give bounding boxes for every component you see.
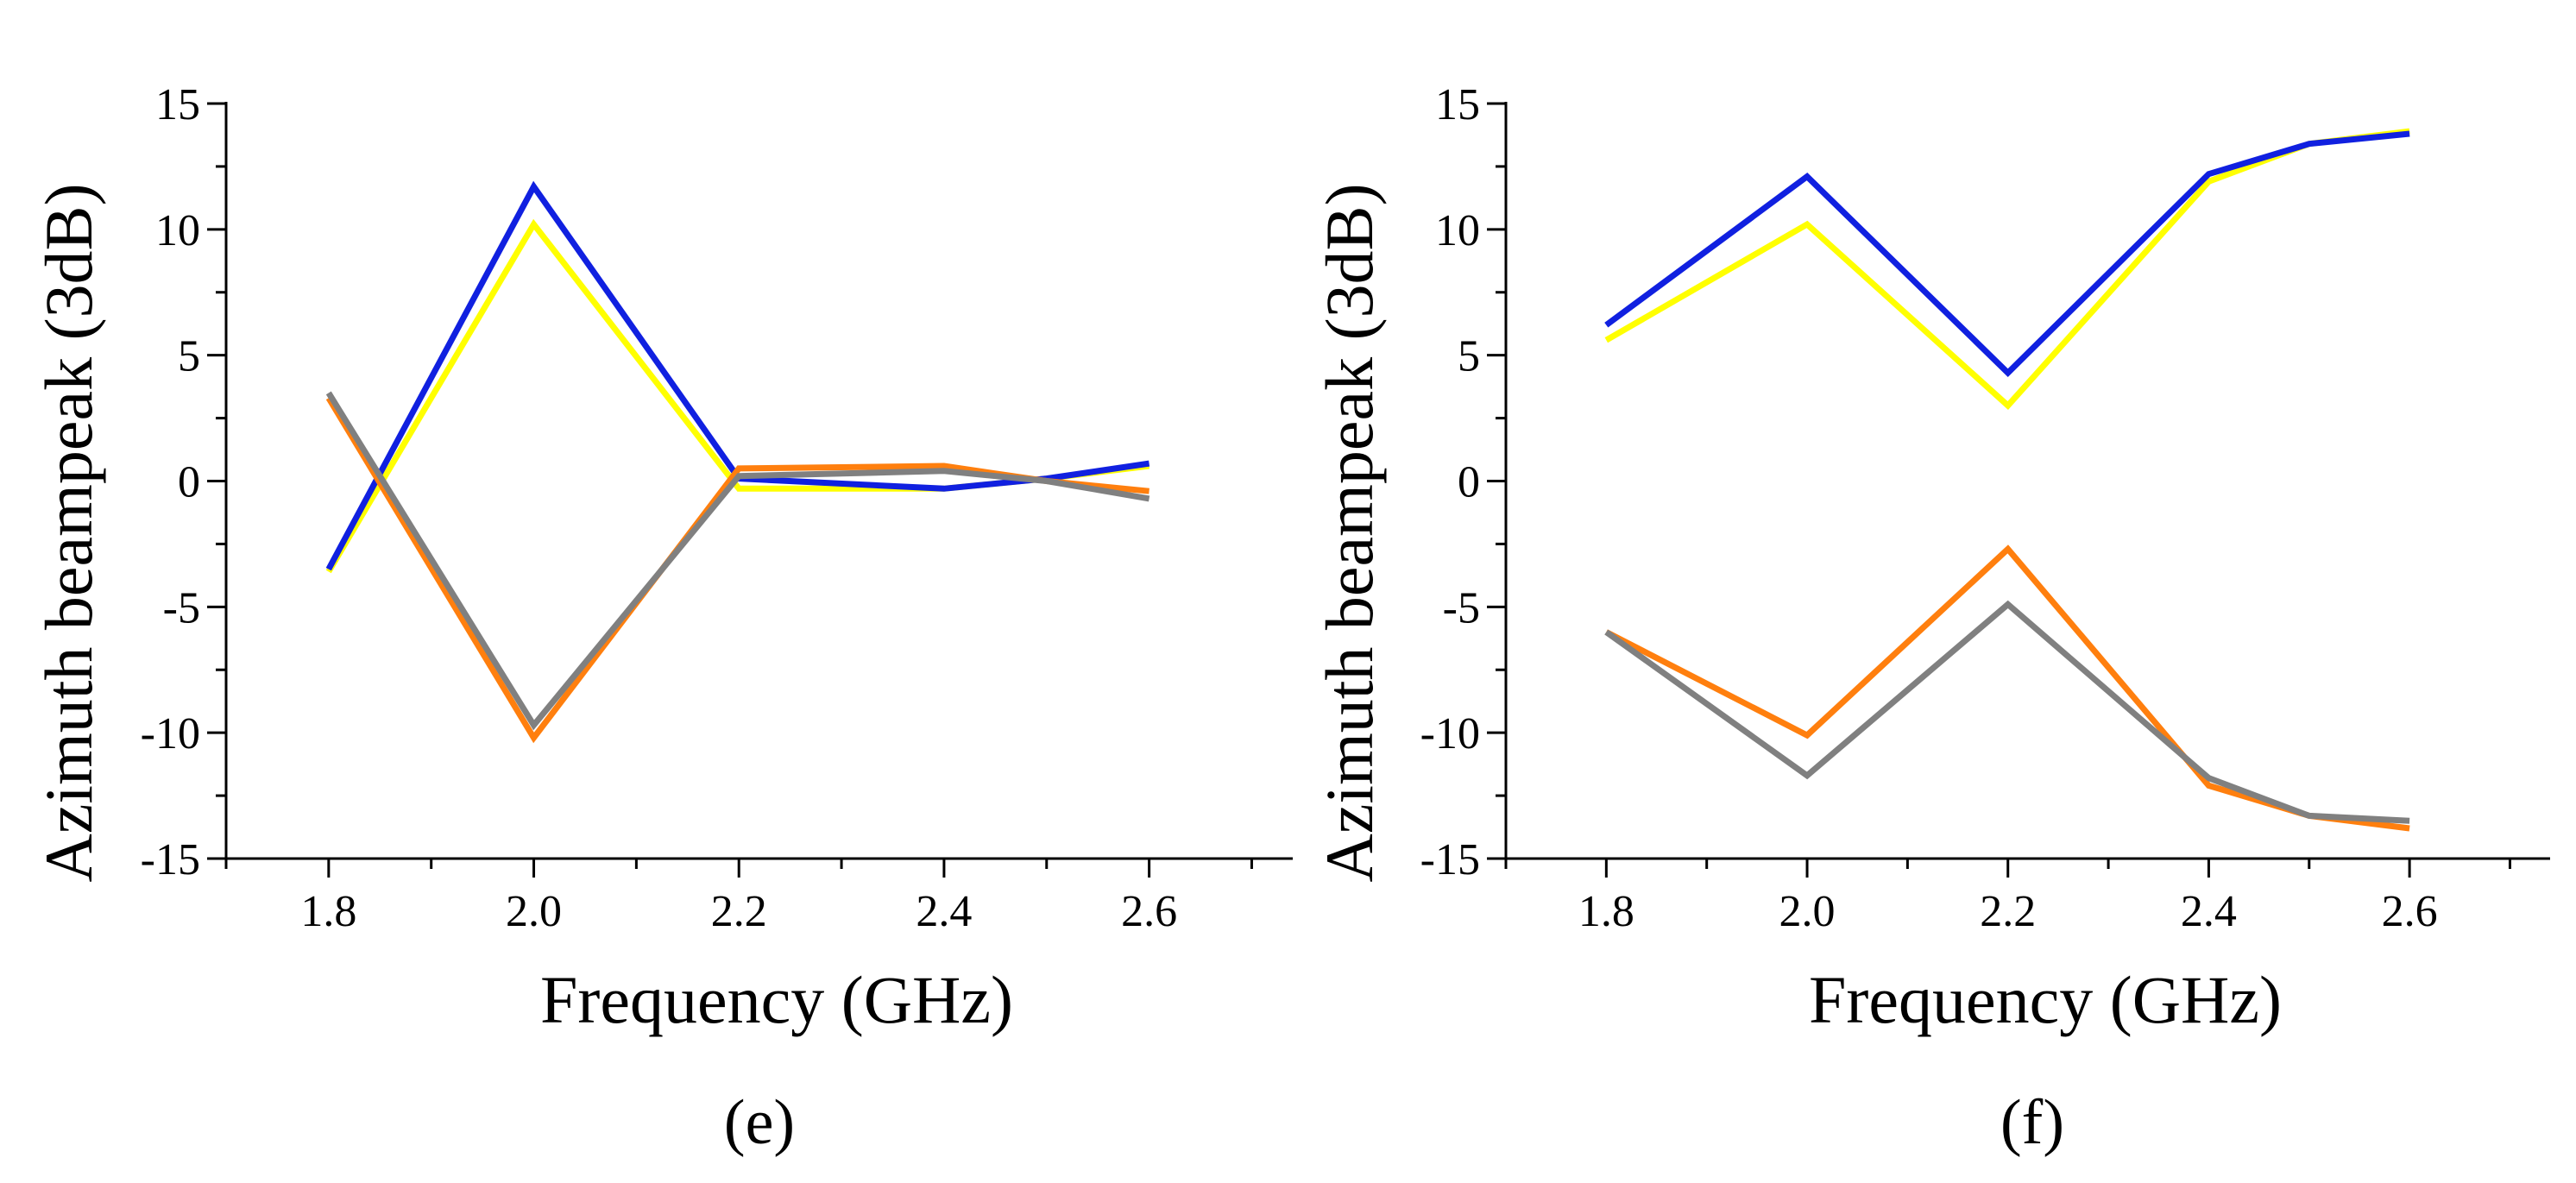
panel-caption: (e) [724,1087,795,1158]
series-line-orange [1604,544,2410,832]
series-line-blue [1604,130,2410,378]
y-tick-label: -10 [1420,709,1480,758]
x-tick-label: 2.6 [2382,887,2438,936]
series-line-yellow [1604,128,2410,410]
y-tick-label: -15 [1420,835,1480,884]
x-tick-label: 2.0 [506,887,562,936]
series-line-orange [325,396,1149,744]
y-tick-label: -5 [1443,583,1480,632]
x-tick-label: 2.0 [1779,887,1836,936]
series-line-gray [325,391,1150,731]
chart-panel-e: 15 10 5 0 -5 -10 -15 1.8 2.0 2.2 2.4 2.6 Frequency (… [31,80,1293,1158]
series-line-gray [1604,600,2410,824]
y-tick-label: 5 [178,332,200,381]
x-tick-label: 2.2 [1980,887,2036,936]
y-axis-title: Azimuth beampeak (3dB) [31,183,106,882]
series-line-yellow [325,218,1150,574]
series-line-blue [325,180,1150,571]
y-axis-title: Azimuth beampeak (3dB) [1312,183,1387,882]
y-tick-label: -10 [141,709,200,758]
panel-caption: (f) [2000,1087,2064,1158]
x-tick-label: 1.8 [1578,887,1634,936]
x-axis-title: Frequency (GHz) [540,962,1013,1037]
y-tick-label: 0 [178,458,200,507]
x-tick-label: 2.2 [711,887,767,936]
x-tick-label: 2.4 [2181,887,2237,936]
y-tick-label: 15 [155,80,200,129]
x-tick-label: 1.8 [300,887,356,936]
y-tick-label: 10 [1435,206,1480,255]
x-tick-label: 2.6 [1121,887,1177,936]
x-axis-title: Frequency (GHz) [1809,962,2282,1037]
y-tick-label: 5 [1458,332,1480,381]
y-tick-label: -15 [141,835,200,884]
y-tick-label: 0 [1458,458,1480,507]
y-tick-label: -5 [163,583,200,632]
y-tick-label: 10 [155,206,200,255]
y-tick-label: 15 [1435,80,1480,129]
chart-panel-f: 15 10 5 0 -5 -10 -15 1.8 2.0 2.2 2.4 2.6 Frequency (… [1312,80,2550,1158]
x-tick-label: 2.4 [916,887,972,936]
